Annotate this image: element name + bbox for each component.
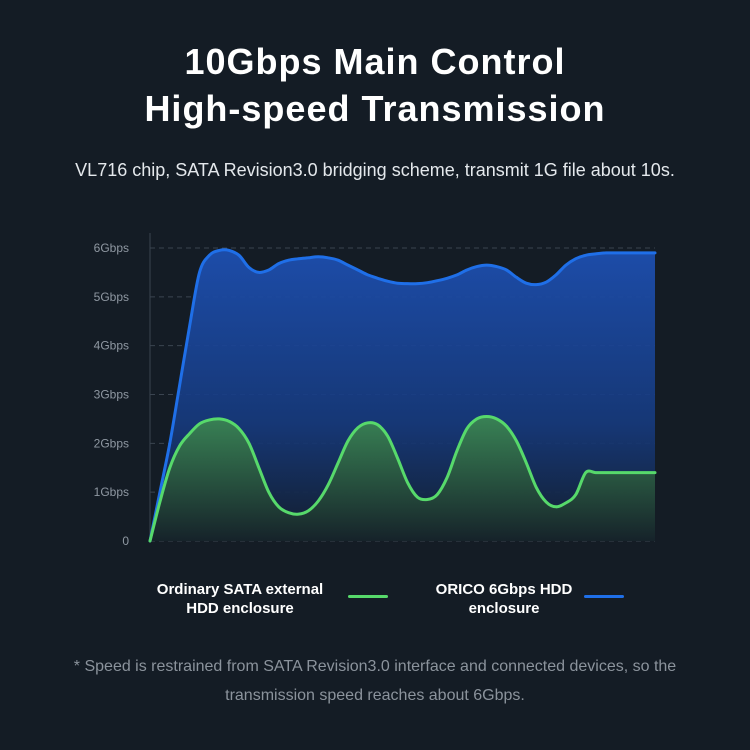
legend-label-orico: ORICO 6Gbps HDD enclosure: [435, 581, 573, 617]
footnote: * Speed is restrained from SATA Revision…: [73, 658, 677, 704]
chart-lines: [148, 248, 657, 543]
y-tick-label-2: 2Gbps: [94, 436, 129, 450]
chart-areas: [150, 249, 655, 542]
legend-swatch-sata: [348, 595, 388, 598]
title-line-2: High-speed Transmission: [144, 88, 606, 129]
area-sata: [150, 416, 655, 541]
series-line-orico: [148, 248, 657, 543]
y-tick-label-4: 4Gbps: [94, 339, 129, 353]
y-tick-label-0: 0: [122, 534, 129, 548]
title-line-1: 10Gbps Main Control: [184, 41, 566, 82]
y-tick-label-5: 5Gbps: [94, 290, 129, 304]
y-tick-label-3: 3Gbps: [94, 388, 129, 402]
legend-label-sata: Ordinary SATA external HDD enclosure: [156, 581, 324, 617]
series-line-sata: [148, 415, 657, 543]
legend-swatch-orico: [584, 595, 624, 598]
y-axis-ticks: 0 1Gbps 2Gbps 3Gbps 4Gbps 5Gbps 6Gbps: [94, 241, 130, 548]
y-tick-label-1: 1Gbps: [94, 485, 129, 499]
subtitle: VL716 chip, SATA Revision3.0 bridging sc…: [75, 160, 675, 180]
y-tick-label-6: 6Gbps: [94, 241, 129, 255]
